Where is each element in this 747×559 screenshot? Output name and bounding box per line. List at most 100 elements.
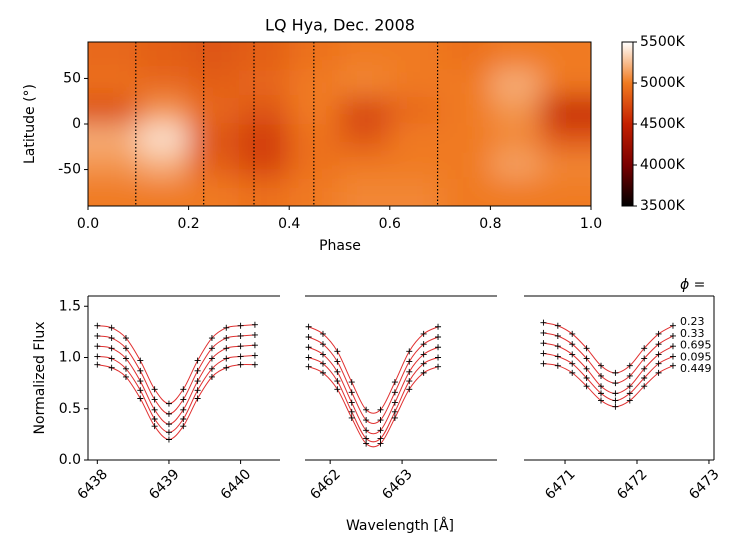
y-tick-label: 1.0 <box>59 350 81 366</box>
profile-point <box>406 348 413 355</box>
profile-point <box>612 403 619 410</box>
profile-point <box>194 357 201 364</box>
profile-point <box>151 423 158 430</box>
profile-point <box>180 423 187 430</box>
profile-point <box>420 369 427 376</box>
profile-point <box>305 334 312 340</box>
map-cell <box>440 178 491 206</box>
profile-point <box>598 383 605 390</box>
profile-point <box>208 373 215 380</box>
profile-point <box>165 421 172 428</box>
y-tick-label: 1.5 <box>59 298 81 314</box>
map-cell <box>238 178 290 206</box>
map-cell <box>490 42 542 70</box>
map-cell <box>440 96 491 125</box>
profile-point <box>612 390 619 397</box>
profile-x-label: Wavelength [Å] <box>346 517 454 534</box>
profile-line <box>543 363 674 408</box>
map-x-label: Phase <box>319 238 361 254</box>
x-tick-label: 0.8 <box>479 216 501 232</box>
profile-line <box>543 352 674 402</box>
profile-point <box>194 367 201 374</box>
profile-point <box>391 389 398 396</box>
map-cell <box>88 42 139 70</box>
map-title: LQ Hya, Dec. 2008 <box>265 16 415 35</box>
profile-point <box>598 397 605 404</box>
map-cell <box>540 69 591 98</box>
profile-point <box>108 355 115 362</box>
map-cell <box>540 42 591 70</box>
profile-point <box>251 352 258 359</box>
map-cell <box>88 96 139 125</box>
profile-point <box>180 396 187 403</box>
profile-point <box>554 332 561 339</box>
map-cell <box>339 124 391 152</box>
profile-point <box>122 365 129 372</box>
profile-point <box>435 323 442 330</box>
map-cell <box>490 69 542 98</box>
profile-point <box>348 414 355 421</box>
profile-point <box>223 335 230 342</box>
map-cells <box>88 42 591 206</box>
profile-point <box>251 321 258 328</box>
profile-point <box>151 416 158 422</box>
profile-point <box>669 362 676 369</box>
legend-title: ϕ = <box>680 277 705 293</box>
x-tick-label: 6440 <box>218 466 255 503</box>
profile-point <box>598 390 605 397</box>
legend-entry: 0.449 <box>680 362 712 375</box>
profile-point <box>237 322 244 329</box>
colorbar-tick-label: 5500K <box>640 34 686 50</box>
map-cell <box>440 42 491 70</box>
profile-point <box>420 341 427 348</box>
profile-point <box>237 343 244 350</box>
profile-point <box>194 387 201 394</box>
map-cell <box>490 96 542 125</box>
profile-point <box>180 416 187 422</box>
y-tick-label: 0.5 <box>59 401 81 417</box>
profile-point <box>641 365 648 372</box>
profile-point <box>305 354 312 361</box>
profile-point <box>305 323 312 330</box>
profile-point <box>569 341 576 348</box>
map-cell <box>138 124 190 152</box>
profile-point <box>626 372 633 379</box>
profile-point <box>420 360 427 367</box>
profile-point <box>363 435 370 442</box>
profile-point <box>583 383 590 390</box>
map-cell <box>88 124 139 152</box>
profile-point <box>655 360 662 367</box>
profile-point <box>208 355 215 362</box>
map-cell <box>289 178 340 206</box>
profile-point <box>655 351 662 358</box>
map-cell <box>540 124 591 152</box>
profile-point <box>435 363 442 370</box>
colorbar <box>621 41 634 207</box>
profile-point <box>626 383 633 390</box>
map-cell <box>389 42 441 70</box>
profile-point <box>165 436 172 443</box>
profile-point <box>319 351 326 358</box>
map-cell <box>540 178 591 206</box>
profile-point <box>626 362 633 369</box>
profile-point <box>626 397 633 404</box>
map-y-label: Latitude (°) <box>22 84 38 164</box>
x-tick-label: 0.6 <box>379 216 401 232</box>
legend-entry: 0.33 <box>680 327 705 340</box>
map-area <box>88 42 591 206</box>
profile-point <box>94 361 101 368</box>
profile-point <box>151 406 158 413</box>
x-tick-label: 6473 <box>686 466 723 503</box>
profile-point <box>319 330 326 337</box>
profile-point <box>612 380 619 387</box>
legend-entry: 0.23 <box>680 315 705 328</box>
colorbar-tick-label: 4000K <box>640 157 686 173</box>
profile-point <box>363 427 370 434</box>
profile-line <box>308 346 439 435</box>
profile-point <box>122 345 129 352</box>
profile-point <box>540 340 547 347</box>
profile-line <box>543 342 674 394</box>
profile-point <box>94 353 101 360</box>
profile-point <box>391 399 398 406</box>
